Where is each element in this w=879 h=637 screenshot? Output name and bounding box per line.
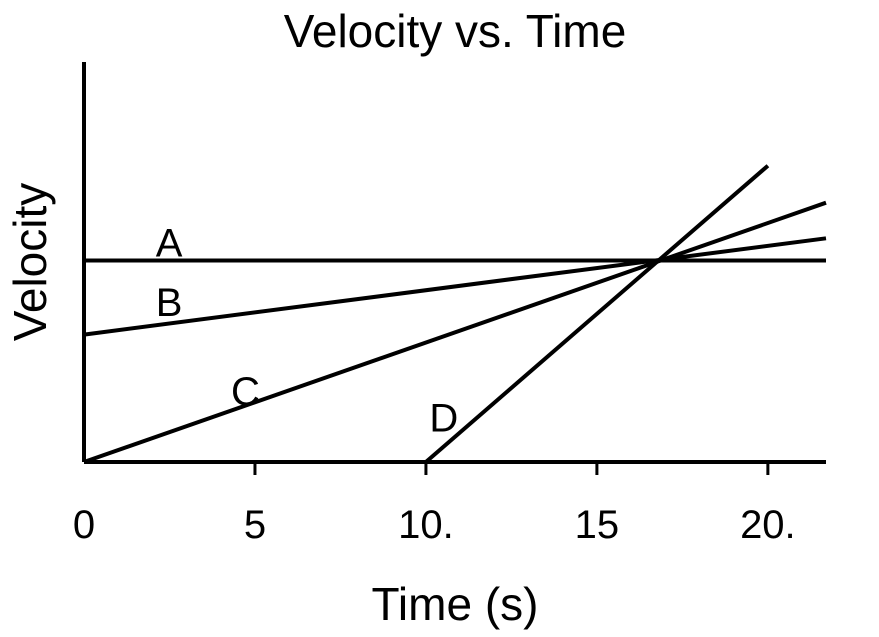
series-lines [83,164,827,464]
x-ticks [253,462,770,475]
series-line-d [424,164,770,464]
series-line-b [83,236,827,337]
series-label-a: A [156,222,183,266]
x-tick-label-4: 20. [740,503,796,547]
series-line-c [83,200,827,464]
x-tick-label-3: 15 [575,503,620,547]
chart-title: Velocity vs. Time [284,5,627,57]
series-label-d: D [429,397,458,441]
x-tick-label-0: 0 [73,503,95,547]
x-tick-labels: 0 5 10. 15 20. [73,503,796,547]
series-label-c: C [231,370,260,414]
x-tick-label-2: 10. [398,503,454,547]
x-tick-label-1: 5 [244,503,266,547]
x-axis-label: Time (s) [372,578,539,630]
series-label-b: B [156,281,183,325]
y-axis-label: Velocity [4,183,56,342]
series-labels: AB C D [156,222,458,441]
